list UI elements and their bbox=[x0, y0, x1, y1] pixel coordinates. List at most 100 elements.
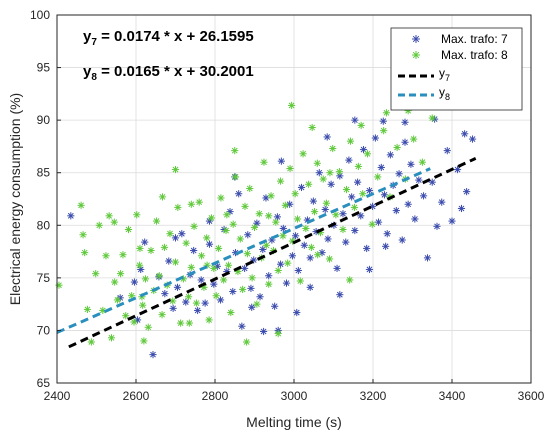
series-1-point-31 bbox=[244, 231, 252, 239]
equation-annotation-2: y8 = 0.0165 * x + 30.2001 bbox=[83, 63, 254, 83]
legend-label-y8-main: y bbox=[439, 85, 445, 99]
series-1-point-13 bbox=[182, 298, 190, 306]
x-tick-label-4: 3200 bbox=[360, 389, 387, 403]
series-1-point-5 bbox=[141, 238, 149, 246]
series-2-point-25 bbox=[147, 246, 155, 255]
y-tick-label-2: 75 bbox=[37, 271, 51, 285]
y-tick-label-1: 70 bbox=[37, 323, 51, 337]
series-2-point-71 bbox=[262, 241, 270, 249]
series-2-point-56 bbox=[227, 308, 235, 317]
series-1-point-30 bbox=[241, 264, 249, 272]
series-1-point-35 bbox=[256, 293, 264, 301]
series-2-point-114 bbox=[428, 114, 436, 122]
y-tick-label-6: 95 bbox=[37, 61, 51, 75]
series-2-point-131 bbox=[223, 211, 231, 219]
series-2-point-15 bbox=[119, 251, 127, 259]
equation-1-rhs: = 0.0174 * x + 26.1595 bbox=[97, 28, 254, 45]
series-2-point-50 bbox=[212, 292, 220, 300]
series-1-point-2 bbox=[130, 278, 139, 286]
series-2-point-94 bbox=[322, 199, 330, 207]
series-1-point-38 bbox=[265, 272, 273, 280]
series-1-point-47 bbox=[291, 232, 300, 240]
series-2-point-136 bbox=[140, 337, 148, 345]
series-2-point-104 bbox=[359, 190, 367, 198]
series-1-point-64 bbox=[342, 238, 350, 246]
legend-label-y7: y7 bbox=[439, 66, 450, 83]
series-1-point-95 bbox=[448, 217, 456, 225]
y-tick-label-7: 100 bbox=[30, 8, 50, 22]
equation-1-subscript: 7 bbox=[91, 37, 97, 48]
series-2-point-105 bbox=[363, 150, 372, 158]
series-1-point-114 bbox=[401, 118, 409, 126]
series-2-point-95 bbox=[325, 255, 334, 263]
series-1-point-40 bbox=[271, 302, 279, 310]
series-2-point-97 bbox=[332, 211, 340, 219]
x-tick-label-1: 2600 bbox=[123, 389, 150, 403]
series-2-point-39 bbox=[184, 293, 193, 301]
series-1-point-55 bbox=[315, 169, 323, 177]
series-1-point-92 bbox=[433, 222, 441, 230]
series-2-point-124 bbox=[346, 276, 354, 284]
series-1-point-77 bbox=[380, 191, 389, 199]
series-2-point-126 bbox=[265, 212, 273, 220]
series-1-point-46 bbox=[288, 252, 297, 260]
series-2-point-86 bbox=[299, 150, 307, 158]
series-2-point-72 bbox=[265, 280, 273, 288]
series-2-point-112 bbox=[410, 135, 418, 143]
series-2-point-7 bbox=[95, 221, 103, 229]
series-2-point-93 bbox=[319, 175, 327, 183]
series-2-point-47 bbox=[205, 316, 213, 324]
series-1-point-32 bbox=[247, 284, 255, 292]
series-1-point-61 bbox=[333, 264, 341, 272]
series-2-point-115 bbox=[110, 218, 118, 226]
series-2-point-62 bbox=[241, 202, 249, 210]
legend-label-max-trafo-7: Max. trafo: 7 bbox=[441, 32, 508, 46]
series-1-point-65 bbox=[345, 156, 353, 164]
y-tick-label-5: 90 bbox=[37, 113, 51, 127]
x-tick-label-5: 3400 bbox=[439, 389, 466, 403]
series-2-point-43 bbox=[195, 198, 203, 206]
series-2-point-102 bbox=[350, 203, 359, 212]
y-tick-label-3: 80 bbox=[37, 218, 51, 232]
series-1-point-17 bbox=[197, 276, 205, 284]
series-2-point-0 bbox=[55, 281, 63, 289]
x-tick-label-3: 3000 bbox=[281, 389, 308, 403]
series-1-point-79 bbox=[386, 151, 394, 159]
series-1-point-26 bbox=[229, 287, 237, 296]
series-1-point-57 bbox=[321, 205, 329, 214]
series-2-point-108 bbox=[380, 127, 388, 135]
series-1-point-84 bbox=[401, 138, 409, 146]
fit-lines bbox=[56, 157, 477, 349]
series-1-point-67 bbox=[351, 226, 359, 235]
x-axis-label: Melting time (s) bbox=[246, 414, 342, 430]
series-2-point-88 bbox=[305, 180, 313, 188]
series-1-point-86 bbox=[407, 160, 415, 168]
series-1-point-19 bbox=[205, 240, 214, 248]
series-2-point-44 bbox=[197, 252, 206, 260]
series-1-point-109 bbox=[277, 157, 285, 165]
equation-2-rhs: = 0.0165 * x + 30.2001 bbox=[97, 63, 254, 80]
series-2-point-113 bbox=[418, 158, 426, 166]
series-2-point-120 bbox=[308, 123, 316, 132]
series-2-point-121 bbox=[274, 329, 282, 338]
series-2-point-19 bbox=[130, 318, 138, 326]
series-1-point-43 bbox=[279, 224, 287, 233]
series-2-point-118 bbox=[243, 338, 251, 346]
series-1-point-113 bbox=[351, 116, 359, 124]
series-2-point-81 bbox=[286, 164, 294, 173]
series-1-point-53 bbox=[309, 197, 317, 205]
series-1-point-110 bbox=[306, 283, 314, 291]
series-2-point-64 bbox=[246, 184, 254, 193]
fit-line-y7 bbox=[68, 157, 477, 349]
series-1-point-16 bbox=[194, 306, 202, 315]
series-1-point-101 bbox=[323, 133, 331, 141]
series-2-point-2 bbox=[79, 231, 87, 239]
series-2-point-129 bbox=[136, 244, 144, 253]
series-2-point-87 bbox=[302, 224, 310, 233]
series-2-point-53 bbox=[220, 276, 228, 284]
series-2-point-63 bbox=[243, 250, 251, 258]
series-1-point-107 bbox=[382, 242, 390, 250]
equation-2-lhs: y bbox=[83, 63, 92, 80]
series-2-point-5 bbox=[87, 338, 95, 346]
